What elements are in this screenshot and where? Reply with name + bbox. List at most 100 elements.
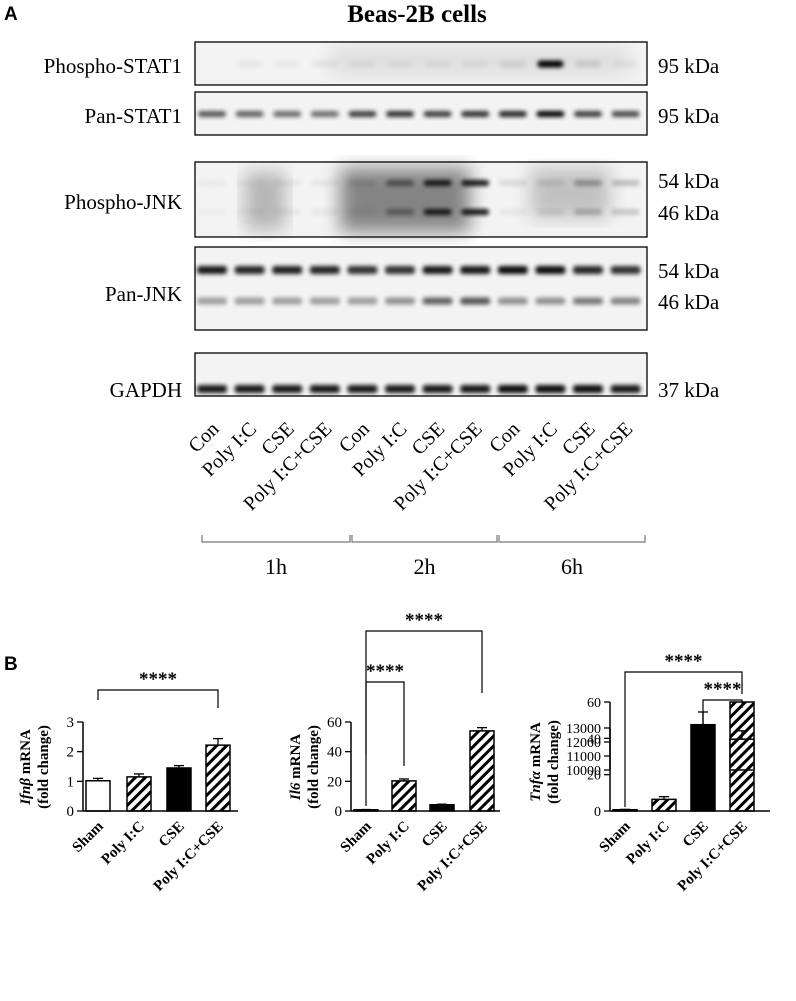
y-tick-label: 0 xyxy=(335,804,343,820)
significance-bracket xyxy=(702,699,743,802)
blot-band xyxy=(422,266,453,274)
significance-bracket xyxy=(365,630,483,755)
bar xyxy=(166,767,192,812)
y-tick-label: 40 xyxy=(327,745,342,761)
blot-band xyxy=(197,385,227,393)
molecular-weight-label: 54 kDa xyxy=(658,169,720,193)
blot-band xyxy=(309,385,340,393)
bar xyxy=(391,780,417,812)
y-tick-label: 3 xyxy=(67,715,75,731)
blot-band xyxy=(311,60,338,68)
y-axis-gene: Tnfα xyxy=(528,770,544,802)
significance-bracket xyxy=(624,671,743,807)
y-axis-label: Ifnβ mRNA xyxy=(18,729,34,806)
x-tick-label: Poly I:C+CSE xyxy=(415,819,491,895)
y-axis-label: Il6 mRNA xyxy=(288,734,304,801)
timepoint-bracket xyxy=(201,535,351,543)
blot-band xyxy=(347,385,378,393)
blot-band xyxy=(610,385,641,393)
blot-band xyxy=(348,111,377,117)
blot-band xyxy=(423,111,452,117)
blot-band xyxy=(273,111,302,117)
blot-band xyxy=(386,111,414,117)
blot-band xyxy=(498,111,527,117)
blot-label: Pan-JNK xyxy=(105,282,182,306)
y-tick-label: 2 xyxy=(67,745,75,761)
blot-band xyxy=(460,266,491,274)
significance-stars: **** xyxy=(366,661,404,682)
y-axis-gene: Ifnβ xyxy=(18,778,34,806)
y-tick-label: 60 xyxy=(327,715,342,731)
blot-band xyxy=(198,209,226,215)
blot-band xyxy=(573,266,603,274)
blot-band xyxy=(574,111,602,117)
blot-band xyxy=(424,60,451,68)
blot-band xyxy=(309,266,340,274)
blot-band xyxy=(310,180,339,186)
x-tick-label: Poly I:C xyxy=(624,819,673,868)
molecular-weight-label: 95 kDa xyxy=(658,104,720,128)
blot-band xyxy=(461,180,490,186)
blot-band xyxy=(462,60,489,68)
blot-band xyxy=(272,266,303,274)
blot-band xyxy=(348,209,377,215)
timepoint-label: 6h xyxy=(561,554,583,579)
timepoint-label: 2h xyxy=(414,554,436,579)
blot-band xyxy=(347,266,378,274)
x-tick-label: CSE xyxy=(156,819,188,851)
y-tick-label: 0 xyxy=(67,804,75,820)
y-tick-label: 11000 xyxy=(567,750,601,765)
blot-band xyxy=(236,180,264,186)
bar xyxy=(651,798,677,812)
blot-band xyxy=(498,180,527,186)
bar xyxy=(429,804,455,812)
bar xyxy=(205,744,231,812)
timepoint-bracket xyxy=(351,535,498,543)
y-axis-label: Tnfα mRNA xyxy=(528,722,544,802)
molecular-weight-label: 46 kDa xyxy=(658,290,720,314)
bar xyxy=(85,779,111,812)
y-axis-label-line2: (fold change) xyxy=(306,725,322,809)
y-axis-label-line2: (fold change) xyxy=(546,720,562,804)
blot-band xyxy=(385,297,415,305)
blot-band xyxy=(611,111,640,117)
blot-band xyxy=(273,180,302,186)
blot-band xyxy=(423,209,452,215)
y-axis-label-line2: (fold change) xyxy=(36,725,52,809)
y-axis-unit: mRNA xyxy=(288,734,304,783)
blot-band xyxy=(198,111,226,117)
blot-band xyxy=(536,180,565,186)
panel-a-title: Beas-2B cells xyxy=(347,1,487,28)
blot-band xyxy=(274,60,301,68)
significance-stars: **** xyxy=(665,651,703,672)
blot-smear xyxy=(340,168,470,232)
blot-label: Pan-STAT1 xyxy=(85,104,182,128)
blot-band xyxy=(499,60,526,68)
blot-band xyxy=(535,297,566,305)
blot-band xyxy=(386,180,414,186)
blot-band xyxy=(461,209,490,215)
blot-pan-jnk: Pan-JNK 54 kDa 46 kDa xyxy=(105,246,720,331)
blot-band xyxy=(497,297,528,305)
blot-band xyxy=(386,209,414,215)
timepoint-brackets: 1h 2h 6h xyxy=(201,535,646,579)
blot-band xyxy=(611,209,640,215)
y-axis-gene: Il6 xyxy=(288,782,304,801)
y-tick-label: 12000 xyxy=(566,736,601,751)
blot-band xyxy=(536,209,565,215)
molecular-weight-label: 54 kDa xyxy=(658,259,720,283)
blot-band xyxy=(610,266,641,274)
blot-band xyxy=(612,60,639,68)
x-tick-label: Poly I:C+CSE xyxy=(151,819,227,895)
blot-band xyxy=(310,111,339,117)
blot-band xyxy=(234,385,265,393)
blot-label: GAPDH xyxy=(110,378,182,402)
x-tick-label: Poly I:C+CSE xyxy=(675,819,751,895)
blot-band xyxy=(273,209,302,215)
blot-band xyxy=(235,111,264,117)
blot-band xyxy=(498,209,527,215)
y-tick-label: 13000 xyxy=(566,722,601,737)
